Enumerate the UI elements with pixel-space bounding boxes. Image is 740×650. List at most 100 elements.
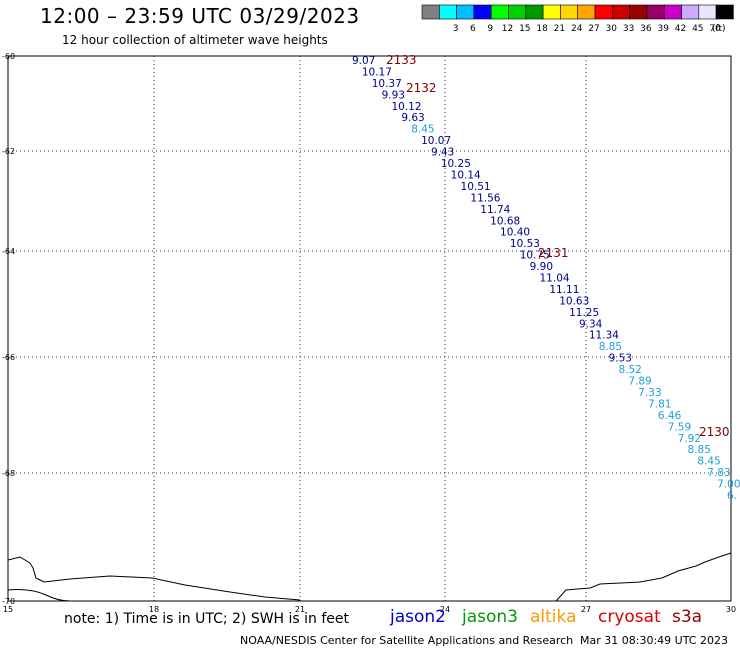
legend-swatch [456,4,475,20]
coastline-east [555,552,732,602]
legend-label: 21 [554,24,565,34]
ice-shelf-edge [7,589,71,602]
swh-observation: 11.04 [540,273,570,285]
swh-observation: 11.56 [470,192,500,204]
pass-number: 2133 [386,53,417,67]
satellite-name: cryosat [598,607,661,627]
legend-label: 33 [623,24,634,34]
legend-swatch [508,4,527,20]
satellite-name: s3a [672,607,703,627]
swh-observation: 8.85 [599,341,622,353]
swh-observation: 8.52 [618,364,641,376]
legend-label: 6 [470,24,476,34]
pass-number: 2130 [699,425,730,439]
legend-label: 12 [502,24,513,34]
swh-observation: 9.63 [401,112,424,124]
swh-observation: 10.25 [441,158,471,170]
legend-label: 27 [588,24,599,34]
swh-observation: 7.83 [707,467,730,479]
map-frame [7,55,732,602]
swh-observation: 8.45 [411,124,434,136]
swh-observation: 9.53 [609,353,632,365]
longitude-label: 24 [440,605,450,614]
longitude-label: 18 [149,605,159,614]
swh-observation: 7.00 [717,479,740,491]
graticule [7,55,732,602]
swh-observation: 10.75 [520,250,550,262]
longitude-label: 27 [581,605,591,614]
map-title: 12:00 – 23:59 UTC 03/29/2023 [40,4,360,28]
legend-label: 3 [453,24,459,34]
swh-observation: 11.34 [589,330,619,342]
latitude-label: -68 [2,469,15,478]
legend-label: 18 [536,24,548,34]
legend-swatch [542,4,561,20]
pass-number: 2131 [538,246,569,260]
legend-swatch [646,4,665,20]
latitude-label: -62 [2,147,15,156]
legend-label: 70 [709,24,721,34]
satellite-name: jason3 [462,607,518,627]
map-subtitle: 12 hour collection of altimeter wave hei… [62,33,328,47]
swh-observation: 9.07 [352,55,375,67]
legend-swatch [715,4,734,20]
legend-swatch [681,4,700,20]
legend-label: 15 [519,24,530,34]
legend-swatch [663,4,682,20]
swh-observation: 10.37 [372,78,402,90]
generated-time: Mar 31 08:30:49 UTC 2023 [580,634,728,647]
legend-label: 30 [606,24,618,34]
swh-observation: 6.46 [658,410,682,422]
swh-observation: 9.34 [579,318,603,330]
legend-label: 42 [675,24,686,34]
legend-units: (ft) [712,24,726,34]
satellite-name: jason2 [390,607,446,627]
swh-observation: 10.63 [559,295,589,307]
swh-observation: 7.59 [668,421,691,433]
legend-swatch [629,4,648,20]
legend-swatch [525,4,544,20]
latitude-label: -60 [2,52,15,61]
coastline-west [7,556,301,601]
legend-swatch [438,4,457,20]
swh-observation: 8.85 [688,444,711,456]
swh-observation: 10.17 [362,66,392,78]
longitude-label: 15 [3,605,13,614]
swh-observation: 9.90 [530,261,553,273]
swh-observation: 6. [727,490,737,502]
swh-observation: 8.45 [697,456,720,468]
swh-observation: 11.11 [549,284,579,296]
legend-swatch [490,4,509,20]
swh-observation: 10.68 [490,215,520,227]
credit-text: NOAA/NESDIS Center for Satellite Applica… [240,634,574,647]
antarctic-coastline [7,552,732,602]
swh-observation: 9.43 [431,147,454,159]
legend-swatch [473,4,492,20]
legend-swatch [577,4,596,20]
legend-label: 24 [571,24,583,34]
swh-observation: 10.53 [510,238,540,250]
swh-observation: 7.33 [638,387,661,399]
legend-label: 45 [692,24,703,34]
latitude-label: -66 [2,353,15,362]
units-note: note: 1) Time is in UTC; 2) SWH is in fe… [64,611,350,627]
legend-swatch [594,4,613,20]
swh-observation: 7.92 [678,433,701,445]
observation-labels: 9.0710.1710.379.9310.129.638.4510.079.43… [352,55,740,502]
legend-swatch [421,4,440,20]
legend-swatch [560,4,579,20]
swh-observation: 10.12 [391,101,421,113]
legend-label: 36 [640,24,652,34]
swh-observation: 11.74 [480,204,510,216]
swh-observation: 10.07 [421,135,451,147]
swh-observation: 11.25 [569,307,599,319]
swh-observation: 7.89 [628,376,651,388]
legend-label: 9 [487,24,493,34]
latitude-label: -70 [2,597,15,606]
longitude-label: 21 [295,605,305,614]
legend-swatch [698,4,717,20]
satellite-name: altika [530,607,577,627]
color-legend: 3 6 9 12 15 18 21 24 27 30 33 36 39 42 45 70(ft) [421,4,734,34]
